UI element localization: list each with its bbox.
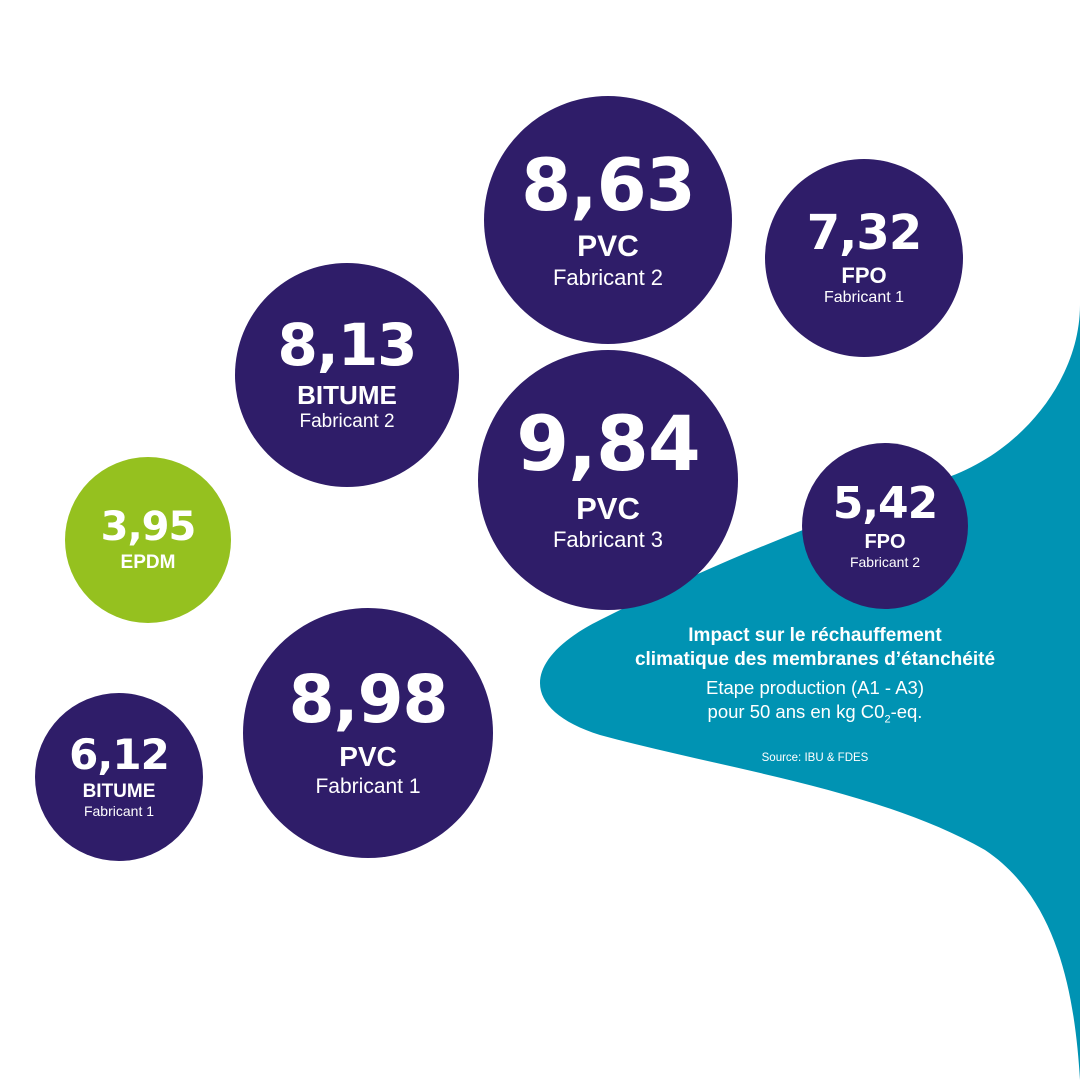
- bubble-manufacturer: Fabricant 1: [315, 774, 421, 798]
- bubble-material: EPDM: [120, 551, 176, 573]
- bubble-value: 5,42: [832, 477, 939, 529]
- bubble-material: PVC: [339, 741, 397, 773]
- bubble-manufacturer: Fabricant 2: [849, 553, 921, 570]
- bubble-material: FPO: [864, 530, 906, 553]
- bubble-bitume-fabricant-1: 6,12 BITUME Fabricant 1: [35, 693, 203, 861]
- chart-title-line-1: Impact sur le réchauffement: [688, 625, 942, 646]
- bubble-value: 8,13: [277, 311, 417, 380]
- chart-unit-line-2: pour 50 ans en kg C02-eq.: [560, 700, 1070, 732]
- source-note: Source: IBU & FDES: [761, 751, 869, 764]
- chart-caption: Impact sur le réchauffement climatique d…: [560, 624, 1070, 764]
- bubble-value: 3,95: [100, 503, 197, 550]
- unit-suffix: -eq.: [890, 701, 923, 722]
- bubble-value: 7,32: [806, 204, 922, 261]
- bubble-bitume-fabricant-2: 8,13 BITUME Fabricant 2: [235, 263, 459, 487]
- bubble-material: PVC: [577, 230, 639, 264]
- chart-unit: Etape production (A1 - A3) pour 50 ans e…: [560, 676, 1070, 732]
- bubble-pvc-fabricant-2: 8,63 PVC Fabricant 2: [484, 96, 732, 344]
- bubble-material: PVC: [576, 491, 640, 527]
- bubble-material: BITUME: [297, 380, 397, 411]
- chart-title: Impact sur le réchauffement climatique d…: [560, 624, 1070, 672]
- bubble-value: 8,98: [288, 661, 449, 739]
- unit-prefix: pour 50 ans en kg C0: [707, 701, 885, 722]
- bubble-manufacturer: Fabricant 1: [823, 289, 905, 307]
- unit-subscript: 2: [884, 713, 891, 726]
- bubble-pvc-fabricant-3: 9,84 PVC Fabricant 3: [478, 350, 738, 610]
- bubble-fpo-fabricant-2: 5,42 FPO Fabricant 2: [802, 443, 968, 609]
- bubble-epdm: 3,95 EPDM: [65, 457, 231, 623]
- bubble-pvc-fabricant-1: 8,98 PVC Fabricant 1: [243, 608, 493, 858]
- bubble-manufacturer: Fabricant 2: [552, 264, 664, 290]
- bubble-value: 8,63: [521, 143, 696, 228]
- bubble-fpo-fabricant-1: 7,32 FPO Fabricant 1: [765, 159, 963, 357]
- bubble-material: FPO: [841, 262, 887, 288]
- bubble-value: 9,84: [516, 399, 701, 489]
- bubble-material: BITUME: [82, 781, 156, 803]
- bubble-manufacturer: Fabricant 3: [552, 527, 664, 553]
- bubble-value: 6,12: [69, 730, 170, 780]
- bubble-manufacturer: Fabricant 1: [83, 803, 155, 820]
- chart-unit-line-1: Etape production (A1 - A3): [705, 677, 925, 698]
- bubble-manufacturer: Fabricant 2: [299, 411, 395, 433]
- chart-title-line-2: climatique des membranes d’étanchéité: [634, 649, 996, 670]
